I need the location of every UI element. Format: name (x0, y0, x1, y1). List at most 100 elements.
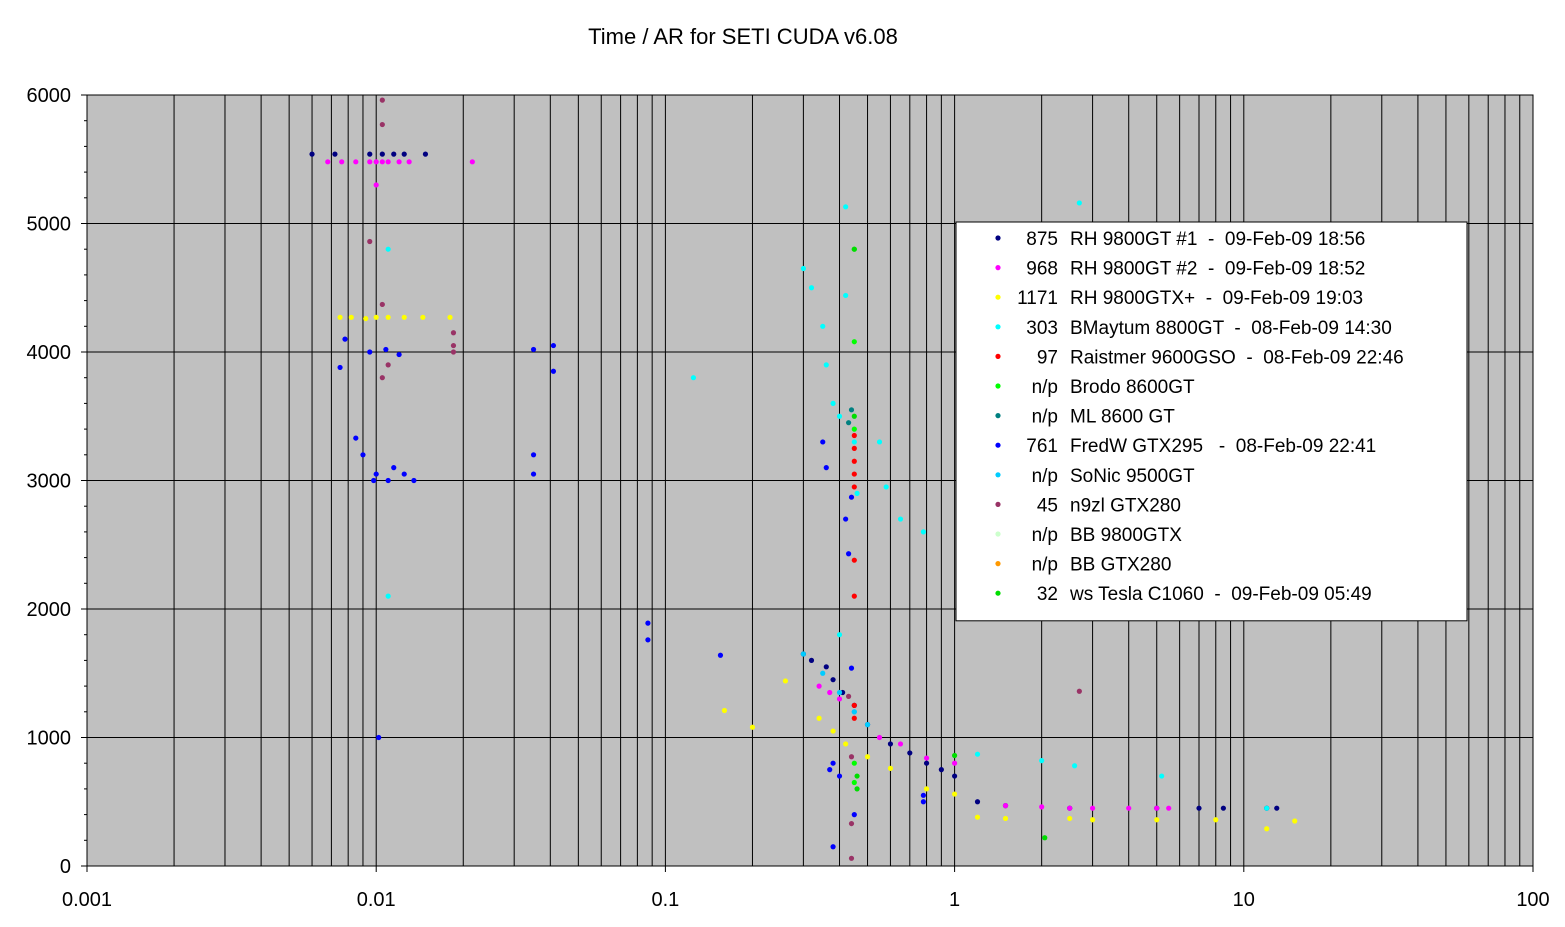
legend-marker (995, 353, 1001, 359)
legend-count: n/p (1032, 377, 1058, 398)
data-point (1220, 805, 1226, 811)
x-tick-label: 10 (1233, 889, 1255, 911)
legend-count: 97 (1037, 347, 1058, 368)
data-point (385, 159, 391, 165)
data-point (823, 664, 829, 670)
legend-marker (995, 294, 1001, 300)
data-point (379, 121, 385, 128)
data-point (836, 696, 843, 702)
data-point (371, 477, 377, 484)
data-point (820, 670, 826, 676)
legend: 875 RH 9800GT #1 - 09-Feb-09 18:56 968 RH 9… (955, 221, 1468, 622)
data-point (721, 707, 728, 714)
legend-count: 32 (1037, 584, 1058, 605)
data-point (854, 490, 860, 496)
data-point (342, 336, 348, 342)
data-point (952, 791, 958, 797)
data-point (373, 159, 379, 165)
data-point (1196, 805, 1202, 811)
data-point (363, 315, 369, 322)
legend-count: 303 (1026, 318, 1058, 339)
data-point (353, 159, 359, 165)
data-point (1166, 805, 1172, 811)
legend-count: n/p (1032, 407, 1058, 428)
y-tick-labels: 0 1000 2000 3000 4000 5000 6000 (27, 85, 87, 878)
chart-title: Time / AR for SETI CUDA v6.08 (588, 24, 898, 49)
legend-marker (995, 383, 1001, 389)
data-points (309, 97, 1298, 861)
data-point (353, 435, 359, 441)
legend-label: ws Tesla C1060 - 09-Feb-09 05:49 (1069, 584, 1372, 605)
data-point (938, 767, 944, 773)
data-point (851, 760, 857, 766)
data-point (348, 314, 354, 320)
legend-marker (995, 324, 1001, 330)
data-point (800, 265, 806, 272)
data-point (830, 400, 836, 406)
data-point (845, 420, 852, 426)
x-tick-label: 1 (949, 889, 960, 911)
legend-count: n/p (1032, 466, 1058, 487)
data-point (1039, 758, 1045, 764)
data-point (854, 773, 860, 779)
data-point (1002, 803, 1009, 809)
data-point (379, 151, 385, 157)
legend-box (955, 221, 1468, 622)
data-point (843, 292, 849, 299)
data-point (974, 799, 981, 805)
data-point (848, 494, 855, 500)
legend-marker (995, 235, 1001, 241)
y-tick-label: 0 (60, 856, 71, 878)
data-point (1076, 200, 1082, 206)
data-point (1274, 805, 1280, 811)
data-point (1264, 826, 1270, 832)
data-point (845, 551, 852, 557)
x-tick-label: 0.1 (651, 889, 679, 911)
data-point (864, 754, 871, 760)
data-point (782, 678, 789, 684)
y-tick-label: 1000 (27, 728, 72, 750)
data-point (816, 715, 822, 721)
data-point (1072, 763, 1078, 769)
data-point (376, 734, 382, 741)
legend-label: Brodo 8600GT (1070, 377, 1195, 398)
data-point (422, 151, 429, 157)
data-point (923, 786, 930, 792)
data-point (836, 689, 843, 696)
data-point (749, 724, 756, 730)
data-point (851, 812, 857, 818)
data-point (530, 452, 537, 458)
legend-label: RH 9800GT #1 - 09-Feb-09 18:56 (1070, 229, 1365, 250)
data-point (530, 471, 537, 477)
legend-label: n9zl GTX280 (1070, 495, 1181, 516)
data-point (360, 452, 366, 458)
data-point (401, 314, 407, 320)
data-point (450, 342, 457, 349)
legend-count: 761 (1026, 436, 1058, 457)
data-point (836, 413, 843, 419)
legend-marker (995, 561, 1001, 567)
legend-label: FredW GTX295 - 08-Feb-09 22:41 (1070, 436, 1376, 457)
legend-count: 1171 (1017, 288, 1058, 309)
data-point (974, 751, 981, 757)
legend-label: BMaytum 8800GT - 08-Feb-09 14:30 (1070, 318, 1392, 339)
data-point (851, 246, 857, 252)
data-point (450, 349, 457, 355)
data-point (1213, 817, 1219, 823)
data-point (876, 439, 883, 445)
data-point (717, 652, 724, 658)
x-tick-label: 0.01 (357, 889, 396, 911)
legend-marker (995, 442, 1001, 448)
data-point (1159, 773, 1165, 779)
data-point (851, 715, 857, 721)
data-point (851, 458, 857, 464)
data-point (907, 750, 913, 756)
legend-label: Raistmer 9600GSO - 08-Feb-09 22:46 (1070, 347, 1404, 368)
data-point (823, 362, 829, 368)
data-point (383, 346, 389, 353)
data-point (325, 159, 331, 165)
legend-count: 968 (1026, 259, 1058, 280)
data-point (851, 484, 857, 490)
data-point (411, 477, 417, 484)
